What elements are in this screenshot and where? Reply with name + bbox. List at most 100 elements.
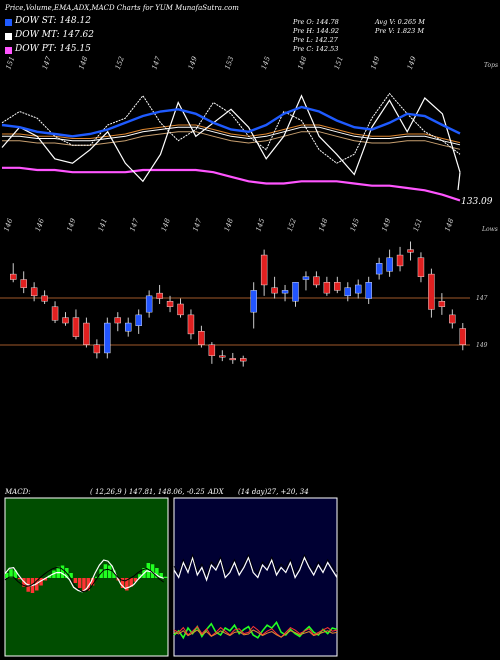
legend-swatch-st — [5, 19, 12, 26]
candle-body — [386, 257, 393, 272]
bottom-tick-label: 147 — [191, 217, 203, 233]
candle-body — [104, 322, 111, 354]
macd-bar — [90, 578, 95, 586]
candle-body — [135, 314, 142, 326]
adx-line — [173, 555, 338, 582]
pre-open: Pre O: 144.78 — [293, 18, 339, 26]
minus-di-line — [173, 620, 338, 640]
legend-st: DOW ST: 148.12 — [15, 16, 91, 26]
price-line — [1, 94, 461, 183]
top-tick-label: 151 — [4, 55, 16, 70]
level-label-2: 149 — [476, 342, 488, 349]
macd-bar — [5, 573, 9, 578]
candle-body — [72, 317, 80, 337]
candle-body — [407, 249, 414, 253]
macd-bar — [43, 578, 48, 581]
macd-signal-line — [4, 566, 164, 593]
pre-close: Pre C: 142.53 — [293, 45, 339, 53]
bottom-tick-label: 148 — [317, 217, 329, 233]
avg-volume: Avg V: 0.265 M — [375, 18, 425, 26]
top-tick-label: 145 — [260, 55, 272, 71]
macd-params: ( 12,26,9 ) 147.81, 148.06, -0.25 — [90, 488, 205, 496]
candle-body — [62, 317, 69, 324]
macd-bar — [77, 578, 82, 588]
adx-params: (14 day)27, +20, 34 — [238, 488, 309, 496]
candle-body — [396, 254, 404, 267]
bottom-tick-label: 149 — [380, 217, 392, 233]
ema-mt-line — [2, 126, 461, 146]
last-price-tag: 133.09 — [461, 197, 493, 207]
macd-bar — [112, 570, 116, 578]
macd-bar — [86, 578, 90, 591]
bottom-tick-label: 148 — [223, 217, 235, 233]
top-tick-label: 147 — [150, 55, 162, 71]
adx-shadow-line — [173, 553, 338, 577]
macd-bar — [60, 565, 65, 578]
macd-bar — [82, 578, 86, 592]
pre-volume: Pre V: 1.823 M — [375, 27, 425, 35]
adx-panel — [173, 497, 338, 657]
top-tick-label: 152 — [114, 55, 126, 71]
bottom-tick-label: 146 — [34, 217, 46, 233]
macd-bar — [150, 564, 155, 578]
candle-body — [334, 282, 341, 291]
bottom-tick-label: 148 — [160, 217, 172, 233]
top-tick-label: 151 — [333, 55, 345, 70]
bottom-tick-label: 147 — [128, 217, 140, 233]
macd-bar — [107, 565, 112, 578]
macd-bar — [17, 578, 22, 580]
bottom-tick-label: 141 — [97, 217, 109, 232]
macd-bar — [103, 564, 108, 578]
candle-body — [125, 322, 132, 332]
ema-pt-line — [2, 166, 461, 202]
candle-body — [365, 282, 372, 299]
candle-body — [51, 306, 59, 321]
lows-label: Lows — [482, 226, 498, 233]
candle-body — [114, 317, 121, 324]
candle-body — [41, 295, 48, 302]
candle-body — [250, 290, 257, 313]
candle-body — [449, 314, 456, 324]
top-tick-label: 148 — [77, 55, 89, 71]
candle-body — [417, 257, 425, 278]
bottom-tick-label: 151 — [412, 217, 424, 232]
candle-body — [20, 279, 27, 288]
adx-orange-line — [173, 629, 338, 638]
candle-body — [10, 273, 17, 280]
candle-body — [459, 328, 466, 346]
candle-body — [219, 355, 226, 358]
top-tick-label: 149 — [406, 55, 418, 71]
ema-st-line — [1, 105, 461, 138]
candle-body — [281, 290, 289, 294]
macd-bar — [129, 578, 133, 587]
price-tail — [457, 172, 461, 191]
pre-high: Pre H: 144.92 — [293, 27, 340, 35]
macd-bar — [155, 568, 159, 578]
macd-bar — [125, 578, 129, 591]
candle-body — [302, 276, 310, 280]
candle-body — [156, 292, 163, 299]
macd-bar — [47, 575, 52, 578]
macd-label: MACD: — [5, 488, 31, 496]
candle-body — [240, 358, 247, 362]
candle-body — [229, 358, 236, 361]
macd-bar — [95, 576, 99, 578]
macd-bar — [73, 578, 78, 583]
level-label-1: 147 — [476, 295, 488, 302]
candle-body — [83, 322, 90, 346]
chart-title: Price,Volume,EMA,ADX,MACD Charts for YUM… — [5, 4, 239, 12]
candle-body — [30, 287, 38, 297]
macd-bar — [159, 573, 163, 578]
candle-body — [177, 303, 184, 316]
candle-body — [93, 344, 101, 354]
top-tick-label: 148 — [296, 55, 308, 71]
candle-body — [187, 314, 195, 335]
candle-body — [198, 331, 205, 346]
macd-bar — [163, 576, 168, 578]
macd-bar — [133, 578, 138, 582]
macd-bar — [120, 578, 125, 588]
candle-body — [438, 301, 446, 307]
pre-low: Pre L: 142.27 — [293, 36, 338, 44]
candle-body — [271, 287, 278, 294]
candle-body — [260, 254, 268, 286]
